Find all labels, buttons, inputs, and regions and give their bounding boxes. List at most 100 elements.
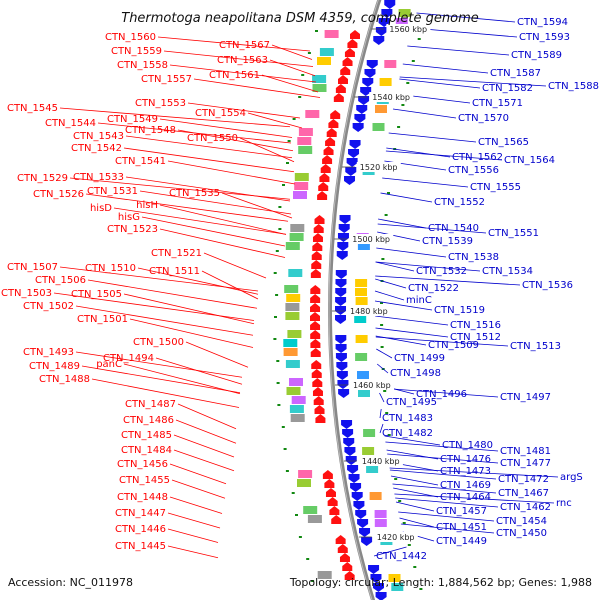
gene-label-left[interactable]: CTN_1541 (115, 156, 166, 167)
gene-label-right[interactable]: CTN_1565 (478, 137, 529, 148)
gene-label-left[interactable]: CTN_1484 (121, 445, 172, 456)
gene-label-left[interactable]: CTN_1493 (23, 347, 74, 358)
gene-label-left[interactable]: CTN_1456 (117, 459, 168, 470)
gene-label-right[interactable]: CTN_1516 (450, 320, 501, 331)
gene-label-right[interactable]: CTN_1564 (504, 155, 555, 166)
gene-label-left[interactable]: CTN_1533 (73, 172, 124, 183)
gene-label-right[interactable]: CTN_1519 (434, 305, 485, 316)
gene-label-right[interactable]: CTN_1476 (440, 454, 491, 465)
gene-label-left[interactable]: CTN_1501 (77, 314, 128, 325)
gene-label-right[interactable]: CTN_1555 (470, 182, 521, 193)
gene-label-left[interactable]: CTN_1502 (23, 301, 74, 312)
gene-label-right[interactable]: CTN_1593 (519, 32, 570, 43)
gene-label-left[interactable]: CTN_1526 (33, 189, 84, 200)
gene-label-right[interactable]: CTN_1451 (436, 522, 487, 533)
gene-label-left[interactable]: CTN_1563 (217, 55, 268, 66)
gene-label-right[interactable]: CTN_1556 (448, 165, 499, 176)
gene-label-right[interactable]: CTN_1442 (376, 551, 427, 562)
gene-label-right[interactable]: CTN_1512 (450, 332, 501, 343)
gene-label-right[interactable]: minC (406, 295, 432, 306)
gene-label-right[interactable]: CTN_1587 (490, 68, 541, 79)
gene-label-right[interactable]: CTN_1552 (434, 197, 485, 208)
gene-label-left[interactable]: CTN_1531 (87, 186, 138, 197)
gene-label-right[interactable]: CTN_1457 (436, 506, 487, 517)
gene-label-left[interactable]: CTN_1523 (107, 224, 158, 235)
gene-label-left[interactable]: CTN_1486 (123, 415, 174, 426)
gene-label-right[interactable]: CTN_1582 (482, 83, 533, 94)
gene-label-left[interactable]: CTN_1558 (117, 60, 168, 71)
gene-label-right[interactable]: CTN_1495 (386, 397, 437, 408)
gene-label-left[interactable]: CTN_1488 (39, 374, 90, 385)
gene-label-left[interactable]: CTN_1554 (195, 108, 246, 119)
gene-label-right[interactable]: CTN_1539 (422, 236, 473, 247)
gene-label-right[interactable]: CTN_1536 (522, 280, 573, 291)
gene-label-left[interactable]: hisG (118, 212, 140, 223)
gene-label-left[interactable]: CTN_1494 (103, 353, 154, 364)
gene-label-left[interactable]: CTN_1549 (107, 114, 158, 125)
gene-label-left[interactable]: CTN_1485 (121, 430, 172, 441)
gene-label-right[interactable]: CTN_1482 (382, 428, 433, 439)
gene-label-right[interactable]: CTN_1481 (500, 446, 551, 457)
gene-label-right[interactable]: CTN_1570 (458, 113, 509, 124)
gene-label-left[interactable]: hisH (136, 200, 158, 211)
gene-label-right[interactable]: CTN_1477 (500, 458, 551, 469)
gene-label-left[interactable]: CTN_1560 (105, 32, 156, 43)
gene-label-right[interactable]: CTN_1483 (382, 413, 433, 424)
gene-label-left[interactable]: CTN_1455 (119, 475, 170, 486)
gene-label-right[interactable]: CTN_1522 (408, 283, 459, 294)
gene-label-left[interactable]: CTN_1506 (35, 275, 86, 286)
gene-label-left[interactable]: CTN_1445 (115, 541, 166, 552)
gene-label-right[interactable]: CTN_1497 (500, 392, 551, 403)
gene-label-left[interactable]: CTN_1447 (115, 508, 166, 519)
gene-label-left[interactable]: CTN_1507 (7, 262, 58, 273)
gene-label-left[interactable]: CTN_1567 (219, 40, 270, 51)
gene-label-right[interactable]: CTN_1499 (394, 353, 445, 364)
gene-label-right[interactable]: argS (560, 472, 583, 483)
gene-label-right[interactable]: CTN_1496 (416, 389, 467, 400)
gene-label-left[interactable]: CTN_1505 (71, 289, 122, 300)
gene-label-left[interactable]: CTN_1548 (125, 125, 176, 136)
gene-label-right[interactable]: CTN_1450 (496, 528, 547, 539)
gene-label-left[interactable]: panC (96, 359, 122, 370)
gene-label-left[interactable]: CTN_1559 (111, 46, 162, 57)
gene-label-right[interactable]: CTN_1571 (472, 98, 523, 109)
gene-label-left[interactable]: CTN_1510 (85, 263, 136, 274)
gene-label-right[interactable]: CTN_1473 (440, 466, 491, 477)
gene-label-right[interactable]: CTN_1509 (428, 340, 479, 351)
gene-label-right[interactable]: CTN_1467 (498, 488, 549, 499)
gene-label-left[interactable]: CTN_1521 (151, 248, 202, 259)
gene-label-right[interactable]: CTN_1594 (517, 17, 568, 28)
gene-label-right[interactable]: CTN_1532 (416, 266, 467, 277)
gene-label-left[interactable]: CTN_1544 (45, 118, 96, 129)
gene-label-left[interactable]: CTN_1489 (29, 361, 80, 372)
gene-label-left[interactable]: CTN_1446 (115, 524, 166, 535)
gene-label-right[interactable]: CTN_1469 (440, 480, 491, 491)
gene-label-right[interactable]: CTN_1540 (428, 223, 479, 234)
gene-label-right[interactable]: CTN_1472 (498, 474, 549, 485)
gene-label-left[interactable]: CTN_1535 (169, 188, 220, 199)
gene-label-right[interactable]: CTN_1589 (511, 50, 562, 61)
gene-label-left[interactable]: CTN_1557 (141, 74, 192, 85)
gene-label-left[interactable]: CTN_1511 (149, 266, 200, 277)
gene-label-right[interactable]: CTN_1588 (548, 81, 599, 92)
gene-label-left[interactable]: CTN_1448 (117, 492, 168, 503)
gene-label-right[interactable]: CTN_1562 (452, 152, 503, 163)
gene-label-right[interactable]: CTN_1513 (510, 341, 561, 352)
gene-label-left[interactable]: CTN_1503 (1, 288, 52, 299)
gene-label-left[interactable]: CTN_1561 (209, 70, 260, 81)
gene-label-left[interactable]: CTN_1487 (125, 399, 176, 410)
gene-label-left[interactable]: CTN_1529 (17, 173, 68, 184)
gene-label-right[interactable]: CTN_1534 (482, 266, 533, 277)
gene-label-right[interactable]: rnc (556, 498, 572, 509)
gene-label-left[interactable]: CTN_1543 (73, 131, 124, 142)
gene-label-left[interactable]: CTN_1542 (71, 143, 122, 154)
gene-label-left[interactable]: CTN_1553 (135, 98, 186, 109)
gene-label-right[interactable]: CTN_1480 (442, 440, 493, 451)
gene-label-right[interactable]: CTN_1454 (496, 516, 547, 527)
gene-label-left[interactable]: hisD (90, 203, 112, 214)
gene-label-right[interactable]: CTN_1462 (500, 502, 551, 513)
gene-label-left[interactable]: CTN_1545 (7, 103, 58, 114)
gene-label-right[interactable]: CTN_1551 (488, 228, 539, 239)
gene-label-left[interactable]: CTN_1550 (187, 133, 238, 144)
gene-label-right[interactable]: CTN_1449 (436, 536, 487, 547)
